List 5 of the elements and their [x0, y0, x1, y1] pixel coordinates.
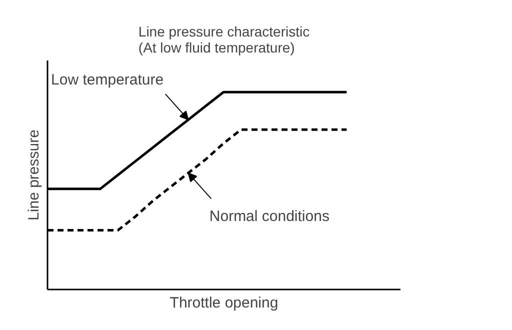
text: Low temperature — [51, 72, 164, 89]
chart-title: Line pressure characteristic (At low fluid temperature) — [138, 24, 310, 56]
x-axis-title: Throttle opening — [170, 294, 278, 312]
annotation: Normal conditions — [209, 208, 330, 225]
y-axis-title: Line pressure — [26, 130, 42, 220]
